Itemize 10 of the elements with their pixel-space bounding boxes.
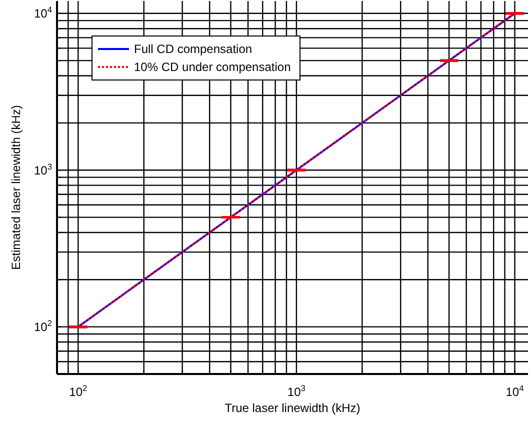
y-axis-title: Estimated laser linewidth (kHz) xyxy=(9,105,23,270)
y-tick-label: 10$^{2}$ xyxy=(34,318,52,334)
y-tick-label: 10$^{4}$ xyxy=(34,4,52,21)
x-tick-label: 10$^{4}$ xyxy=(506,383,524,399)
y-tick-label: 10$^{3}$ xyxy=(34,161,52,178)
x-tick-label: 10$^{2}$ xyxy=(69,383,88,399)
legend-label: 10% CD under compensation xyxy=(134,60,291,74)
x-axis-title: True laser linewidth (kHz) xyxy=(224,401,360,415)
x-tick-label: 10$^{3}$ xyxy=(287,383,306,399)
legend-label: Full CD compensation xyxy=(134,42,252,56)
